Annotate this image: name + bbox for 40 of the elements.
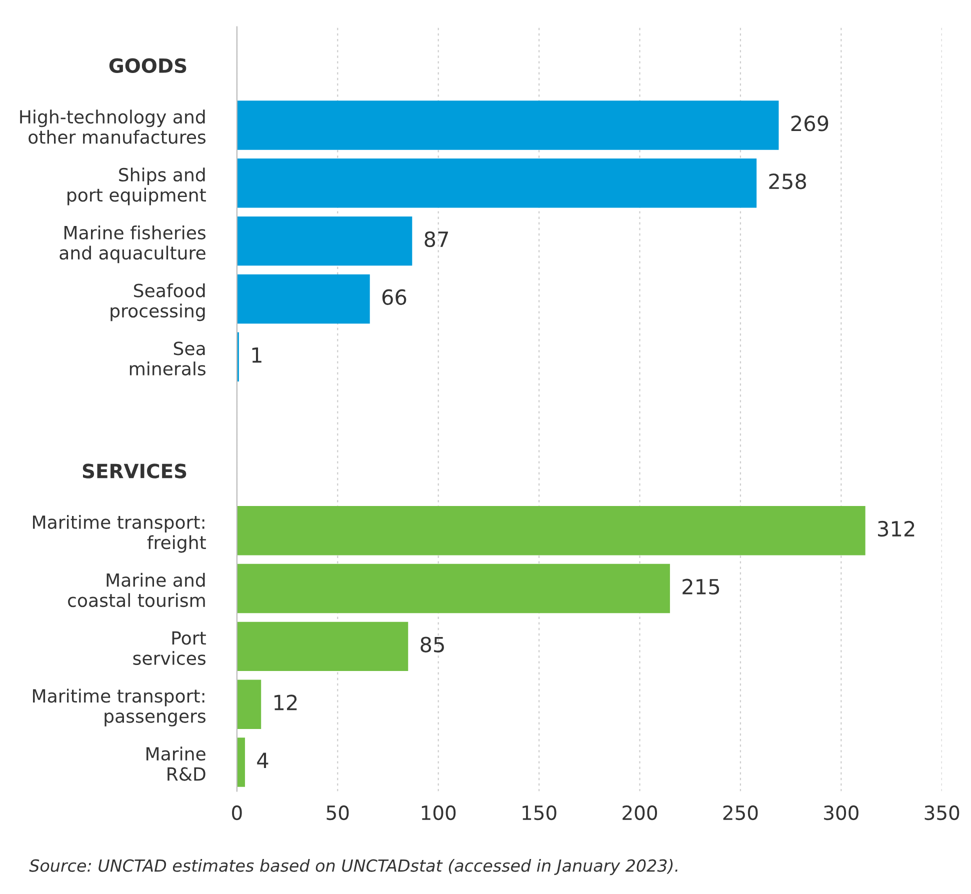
y-tick-label: High-technology and other manufactures: [20, 110, 206, 144]
x-tick-label: 200: [622, 805, 658, 820]
source-note: Source: UNCTAD estimates based on UNCTADstat (accessed in January 2023).: [29, 858, 678, 876]
y-tick-label: Maritime transport: freight: [33, 515, 206, 553]
bar: [236, 216, 412, 266]
bar: [236, 100, 779, 150]
data-label: 312: [878, 520, 914, 537]
x-tick-label: 100: [422, 805, 456, 820]
bar: [236, 158, 757, 208]
y-tick-label: Ships and port equipment: [68, 168, 206, 206]
bar: [236, 622, 408, 672]
data-label: 87: [424, 231, 448, 248]
bar: [236, 564, 670, 614]
y-tick-label: Sea minerals: [130, 342, 206, 376]
y-tick-label: Marine and coastal tourism: [68, 572, 205, 608]
x-tick-label: 150: [522, 805, 556, 820]
y-tick-label: Maritime transport: passengers: [33, 688, 206, 726]
data-label: 12: [274, 694, 297, 710]
data-label: 1: [252, 347, 262, 363]
bar: [236, 506, 866, 556]
y-tick-label: Marine R&D: [146, 746, 206, 781]
y-tick-label: Port services: [133, 631, 206, 666]
data-label: 66: [382, 289, 406, 306]
data-label: 85: [420, 636, 444, 652]
x-tick-label: 0: [232, 805, 242, 820]
text: GOODS: [109, 58, 186, 73]
data-label: 4: [257, 752, 268, 768]
data-label: 215: [682, 578, 720, 595]
x-tick-label: 250: [723, 805, 758, 820]
text: SERVICES: [82, 464, 186, 478]
bar: [236, 680, 262, 729]
y-tick-label: Marine fisheries and aquaculture: [60, 225, 206, 264]
bar: [236, 738, 245, 787]
data-label: 269: [791, 116, 828, 132]
data-label: 258: [769, 173, 806, 190]
bar: [236, 274, 370, 324]
y-tick-label: Seafood processing: [110, 283, 205, 322]
x-tick-label: 50: [326, 805, 349, 820]
x-tick-label: 300: [824, 805, 858, 820]
x-tick-label: 350: [924, 805, 960, 820]
